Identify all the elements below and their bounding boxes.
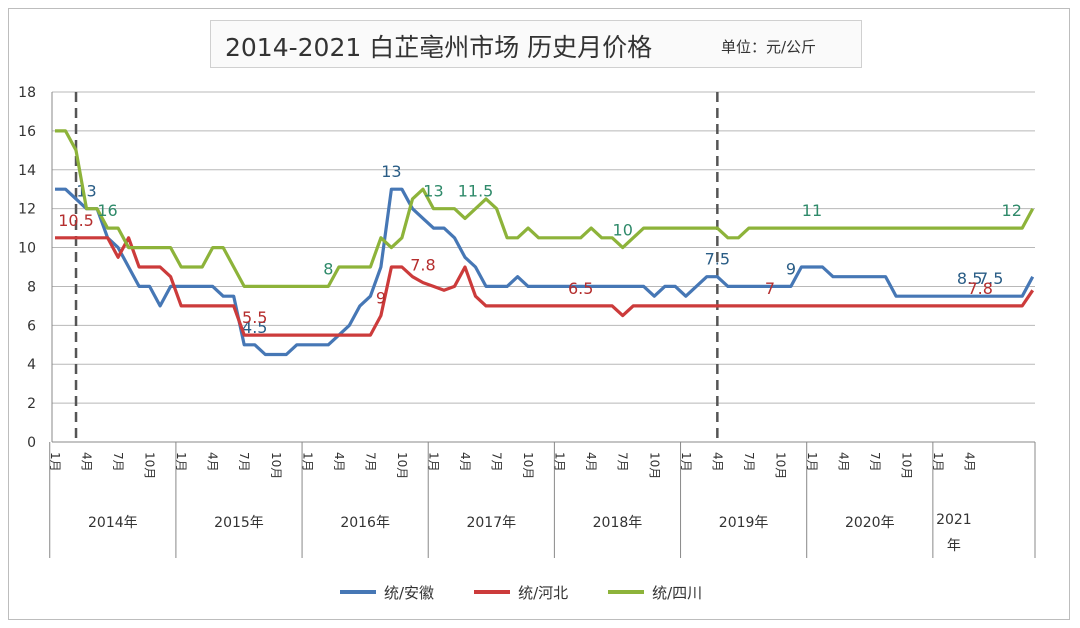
- x-tick-label: 10月: [900, 452, 914, 479]
- x-tick-label: 4月: [80, 452, 94, 472]
- y-tick-label: 8: [27, 279, 36, 295]
- legend-swatch-hebei: [474, 590, 511, 594]
- data-label: 7.5: [705, 250, 730, 269]
- y-tick-label: 16: [18, 124, 36, 140]
- y-tick-label: 12: [18, 202, 36, 218]
- x-tick-label: 1月: [679, 452, 693, 472]
- year-label: 2021: [936, 512, 972, 528]
- x-tick-label: 1月: [174, 452, 188, 472]
- data-label: 7.8: [410, 256, 435, 275]
- x-tick-label: 1月: [48, 452, 62, 472]
- data-label: 13: [423, 182, 443, 201]
- title-box: 2014-2021 白芷亳州市场 历史月价格 单位：元/公斤: [210, 20, 862, 68]
- x-tick-label: 10月: [395, 452, 409, 479]
- data-label: 4.5: [242, 318, 267, 337]
- x-tick-label: 7月: [363, 452, 377, 472]
- x-tick-label: 10月: [269, 452, 283, 479]
- data-label: 7: [765, 279, 775, 298]
- x-tick-label: 7月: [742, 452, 756, 472]
- x-tick-label: 1月: [805, 452, 819, 472]
- data-label: 8: [323, 259, 333, 278]
- x-tick-label: 4月: [584, 452, 598, 472]
- data-label: 10: [613, 221, 633, 240]
- data-label: 13: [76, 182, 96, 201]
- x-tick-label: 4月: [206, 452, 220, 472]
- year-label-suffix: 年: [947, 538, 961, 554]
- x-tick-label: 4月: [332, 452, 346, 472]
- legend-swatch-anhui: [340, 590, 376, 594]
- year-label: 2020年: [845, 515, 895, 531]
- x-tick-label: 1月: [300, 452, 314, 472]
- data-label: 9: [376, 289, 386, 308]
- legend-label-hebei: 统/河北: [518, 583, 569, 602]
- data-label: 9: [786, 259, 796, 278]
- x-tick-label: 4月: [837, 452, 851, 472]
- chart-title: 2014-2021 白芷亳州市场 历史月价格: [225, 33, 653, 62]
- x-tick-label: 4月: [963, 452, 977, 472]
- year-label: 2015年: [214, 515, 264, 531]
- legend-item-sichuan: 统/四川: [608, 580, 702, 604]
- data-label: 5.5: [242, 308, 267, 327]
- x-tick-label: 10月: [773, 452, 787, 479]
- chart-frame: [8, 8, 1070, 620]
- legend-swatch-sichuan: [608, 590, 645, 594]
- x-tick-label: 10月: [647, 452, 661, 479]
- x-tick-label: 10月: [143, 452, 157, 479]
- year-label: 2019年: [719, 515, 769, 531]
- x-tick-label: 4月: [710, 452, 724, 472]
- series-line-2: [55, 129, 1035, 288]
- legend: 统/安徽 统/河北 统/四川: [340, 580, 702, 604]
- legend-item-anhui: 统/安徽: [340, 580, 434, 604]
- y-tick-label: 4: [27, 357, 36, 373]
- x-tick-label: 4月: [458, 452, 472, 472]
- legend-label-anhui: 统/安徽: [384, 583, 435, 602]
- y-tick-label: 18: [18, 85, 36, 101]
- data-label: 6.5: [568, 279, 593, 298]
- y-tick-label: 14: [18, 163, 36, 179]
- data-label: 12: [1002, 201, 1022, 220]
- unit-label: 单位：元/公斤: [721, 38, 817, 56]
- x-tick-label: 1月: [553, 452, 567, 472]
- x-tick-label: 7月: [490, 452, 504, 472]
- legend-label-sichuan: 统/四川: [652, 583, 703, 602]
- x-tick-label: 1月: [426, 452, 440, 472]
- x-tick-label: 7月: [616, 452, 630, 472]
- x-tick-label: 10月: [521, 452, 535, 479]
- data-label: 7.8: [967, 279, 992, 298]
- year-label: 2018年: [593, 515, 643, 531]
- data-label: 16: [97, 201, 117, 220]
- year-label: 2017年: [466, 515, 516, 531]
- series-line-1: [55, 236, 1035, 337]
- y-tick-label: 10: [18, 241, 36, 257]
- x-tick-label: 7月: [868, 452, 882, 472]
- x-tick-label: 7月: [237, 452, 251, 472]
- data-label: 10.5: [58, 211, 94, 230]
- year-label: 2016年: [340, 515, 390, 531]
- data-label: 7.5: [978, 269, 1003, 288]
- series-line-0: [55, 187, 1035, 357]
- data-label: 11.5: [458, 182, 494, 201]
- legend-item-hebei: 统/河北: [474, 580, 568, 604]
- data-label: 13: [381, 162, 401, 181]
- y-tick-label: 2: [27, 396, 36, 412]
- data-label: 11: [802, 201, 822, 220]
- y-tick-label: 6: [27, 318, 36, 334]
- x-tick-label: 7月: [111, 452, 125, 472]
- data-label: 8.5: [957, 269, 982, 288]
- x-tick-label: 1月: [931, 452, 945, 472]
- y-tick-label: 0: [27, 435, 36, 451]
- year-label: 2014年: [88, 515, 138, 531]
